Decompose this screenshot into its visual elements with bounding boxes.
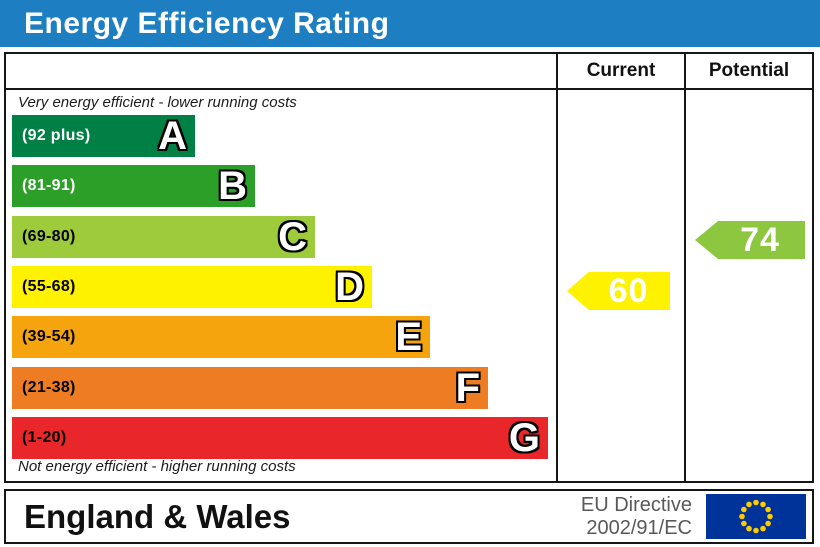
footer-bar: England & Wales EU Directive 2002/91/EC — [4, 489, 814, 544]
eu-directive-label: EU Directive 2002/91/EC — [581, 494, 692, 540]
eu-flag-stars — [739, 499, 773, 534]
top-note: Very energy efficient - lower running co… — [18, 94, 297, 111]
band-chart-area: Very energy efficient - lower running co… — [6, 90, 556, 481]
band-range-label: (21-38) — [22, 379, 76, 396]
band-range-label: (81-91) — [22, 177, 76, 194]
band-letter: D — [335, 265, 364, 309]
band-range-label: (1-20) — [22, 429, 67, 446]
band-f: (21-38) F — [12, 367, 488, 409]
page-title: Energy Efficiency Rating — [24, 6, 390, 40]
band-g: (1-20) G — [12, 417, 548, 459]
band-letter: B — [218, 164, 247, 208]
band-range-label: (69-80) — [22, 228, 76, 245]
band-letter: C — [278, 215, 307, 259]
band-range-label: (55-68) — [22, 278, 76, 295]
table-body-row: Very energy efficient - lower running co… — [6, 90, 812, 481]
eu-directive-line2: 2002/91/EC — [586, 516, 692, 539]
bottom-note: Not energy efficient - higher running co… — [18, 458, 296, 475]
band-b: (81-91) B — [12, 165, 255, 207]
band-e: (39-54) E — [12, 316, 430, 358]
potential-rating-arrow: 74 — [695, 221, 805, 259]
band-letter: A — [158, 114, 187, 158]
band-a: (92 plus) A — [12, 115, 195, 157]
eu-directive-line1: EU Directive — [580, 493, 692, 516]
band-range-label: (92 plus) — [22, 127, 91, 144]
column-header-current: Current — [556, 54, 684, 88]
rating-table: Current Potential Very energy efficient … — [4, 52, 814, 483]
title-bar: Energy Efficiency Rating — [0, 0, 820, 47]
current-column: 60 — [556, 90, 684, 481]
band-d: (55-68) D — [12, 266, 372, 308]
eu-flag-icon — [706, 494, 806, 539]
potential-column: 74 — [684, 90, 812, 481]
current-rating-arrow: 60 — [567, 272, 670, 310]
band-letter: E — [395, 315, 422, 359]
region-label: England & Wales — [24, 497, 291, 535]
column-header-potential: Potential — [684, 54, 812, 88]
table-header-row: Current Potential — [6, 54, 812, 90]
band-letter: F — [455, 366, 480, 410]
band-letter: G — [508, 416, 540, 460]
header-spacer-cell — [6, 54, 556, 88]
band-c: (69-80) C — [12, 216, 315, 258]
band-range-label: (39-54) — [22, 328, 76, 345]
